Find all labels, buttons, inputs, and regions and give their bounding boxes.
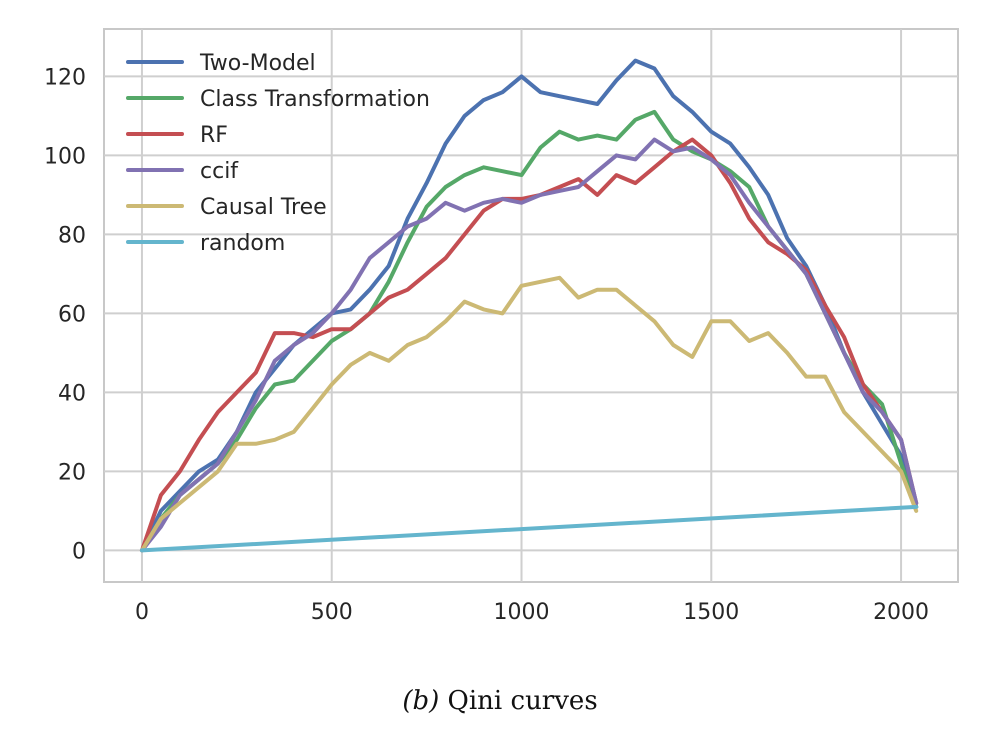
y-tick-label: 60 [58, 302, 86, 327]
series-lines [140, 58, 919, 553]
legend-label-ccif: ccif [200, 159, 239, 184]
y-tick-label: 100 [44, 144, 86, 169]
caption-tag: (b) [402, 686, 440, 716]
y-tick-label: 80 [58, 223, 86, 248]
legend-label-rf: RF [200, 123, 228, 148]
legend: Two-Model Class Transformation RF ccif Causa… [126, 51, 430, 256]
caption-text: Qini curves [439, 686, 598, 716]
y-tick-label: 120 [44, 65, 86, 90]
figure-caption: (b) Qini curves [0, 686, 1000, 716]
tick-labels: 0 500 1000 1500 2000 0 20 40 60 80 100 120 [44, 65, 929, 625]
x-tick-label: 2000 [873, 600, 929, 625]
plot-background [103, 28, 959, 583]
grid-lines [104, 29, 958, 582]
y-tick-label: 0 [72, 539, 86, 564]
legend-label-causal-tree: Causal Tree [200, 195, 327, 220]
legend-label-class-transformation: Class Transformation [200, 87, 430, 112]
y-tick-label: 40 [58, 381, 86, 406]
legend-label-random: random [200, 231, 285, 256]
series-line-causal-tree [140, 275, 919, 553]
y-tick-label: 20 [58, 460, 86, 485]
series-line-ccif [140, 137, 919, 553]
x-tick-label: 0 [135, 600, 149, 625]
qini-chart: 0 500 1000 1500 2000 0 20 40 60 80 100 120 Two-Mode… [44, 28, 959, 625]
series-line-two-model [140, 58, 919, 553]
x-tick-label: 1500 [683, 600, 739, 625]
x-tick-label: 1000 [494, 600, 550, 625]
x-tick-label: 500 [311, 600, 353, 625]
legend-label-two-model: Two-Model [199, 51, 316, 76]
series-line-random [140, 504, 919, 553]
